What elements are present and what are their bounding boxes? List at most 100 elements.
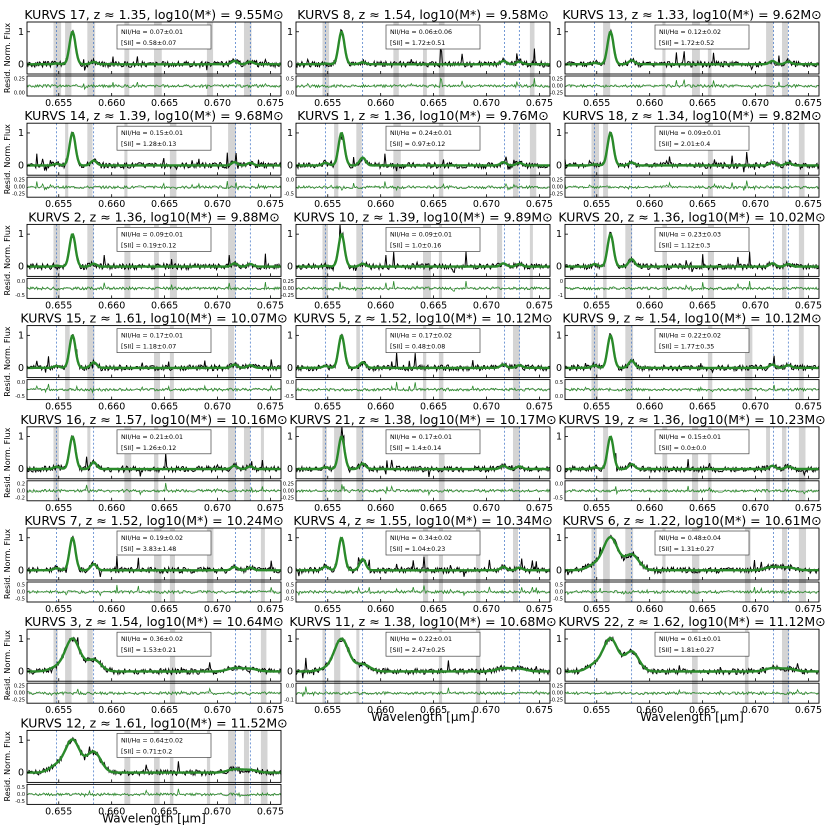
residual-axes: [295, 176, 551, 198]
x-tick-label: 0.655: [45, 98, 72, 109]
sky-mask-band: [662, 224, 668, 299]
model-fit-line: [565, 435, 819, 471]
sky-mask-band: [707, 325, 713, 400]
x-tick-label: 0.675: [257, 402, 284, 413]
sky-mask-band: [423, 224, 431, 299]
x-tick-label: 0.665: [151, 806, 178, 817]
spectrum-panel: KURVS 19, z ≈ 1.36, log10(M*) = 10.23M⊙ 0…: [553, 412, 825, 514]
sky-mask-band: [322, 224, 328, 299]
sky-mask-band: [438, 426, 445, 501]
sky-mask-band: [798, 528, 807, 602]
residual-axes: [564, 176, 820, 198]
x-tick-label: 0.655: [314, 98, 341, 109]
sky-mask-band: [707, 224, 714, 299]
x-tick-label: 0.675: [257, 705, 284, 716]
y-axis-label: Resid. Norm. Flux: [3, 731, 12, 801]
sky-mask-band: [692, 629, 698, 704]
main-axes: [295, 527, 551, 581]
y-tick-label: 1: [556, 533, 562, 544]
x-tick-label: 0.670: [742, 402, 769, 413]
panel-title: KURVS 8, z ≈ 1.54, log10(M*) = 9.58M⊙: [297, 7, 548, 22]
sky-mask-band: [53, 22, 62, 96]
residual-axes: [564, 379, 820, 401]
sky-mask-band: [781, 22, 789, 96]
sky-mask-band: [603, 528, 610, 602]
y-tick-label: 0: [18, 262, 24, 273]
residual-tick-label: 0.0: [17, 279, 25, 285]
spectrum-panel: KURVS 9, z ≈ 1.54, log10(M*) = 10.12M⊙ 0 1…: [555, 311, 822, 413]
y-tick-label: 1: [18, 634, 24, 645]
x-tick-label: 0.660: [367, 402, 394, 413]
spectrum-panel: KURVS 16, z ≈ 1.57, log10(M*) = 10.16M⊙ 0…: [3, 412, 288, 514]
x-tick-label: 0.670: [742, 705, 769, 716]
y-tick-label: 0: [287, 363, 293, 374]
x-tick-label: 0.670: [204, 300, 231, 311]
x-tick-label: 0.665: [151, 705, 178, 716]
sky-mask-band: [87, 22, 96, 96]
model-fit-line: [27, 637, 281, 673]
model-fit-line: [296, 536, 550, 572]
sky-mask-band: [512, 426, 520, 501]
line-ratio-box: [654, 227, 750, 252]
x-tick-label: 0.675: [526, 503, 553, 514]
sii-ratio: [SII] = 1.0±0.16: [390, 242, 441, 249]
sky-mask-band: [591, 528, 597, 602]
sky-mask-band: [662, 528, 666, 602]
sky-mask-band: [438, 123, 444, 198]
nii-ha-ratio: NII/Hα = 0.22±0.02: [659, 333, 721, 340]
y-tick-label: 1: [18, 432, 24, 443]
y-axis-label: Resid. Norm. Flux: [3, 326, 12, 396]
residual-axes: [564, 480, 820, 502]
y-tick-label: 1: [287, 229, 293, 240]
sii-ratio: [SII] = 0.97±0.12: [390, 141, 445, 148]
model-fit-line: [565, 131, 819, 167]
sii-ratio: [SII] = 3.83±1.48: [121, 546, 176, 553]
sky-mask-band: [124, 123, 128, 198]
x-tick-label: 0.660: [367, 199, 394, 210]
sky-mask-band: [781, 224, 787, 299]
panel-title: KURVS 6, z ≈ 1.22, log10(M*) = 10.61M⊙: [562, 513, 821, 528]
sky-mask-band: [423, 528, 429, 602]
sky-mask-band: [798, 325, 804, 400]
x-tick-label: 0.660: [367, 705, 394, 716]
panel-title: KURVS 7, z ≈ 1.52, log10(M*) = 10.24M⊙: [24, 513, 283, 528]
residual-tick-label: 0.5: [555, 380, 563, 386]
sky-mask-band: [766, 426, 770, 501]
x-axis-label: Wavelength [μm]: [640, 710, 744, 724]
sky-mask-band: [260, 730, 268, 805]
nii-ha-ratio: NII/Hα = 0.17±0.02: [390, 333, 452, 340]
nii-ha-ratio: NII/Hα = 0.15±0.01: [659, 434, 721, 441]
panel-title: KURVS 4, z ≈ 1.55, log10(M*) = 10.34M⊙: [293, 513, 552, 528]
x-tick-label: 0.675: [526, 705, 553, 716]
x-tick-label: 0.670: [742, 199, 769, 210]
spectrum-panel: KURVS 17, z ≈ 1.35, log10(M*) = 9.55M⊙ 0 1…: [3, 7, 284, 109]
residual-tick-label: 0.25: [14, 178, 25, 184]
sky-mask-band: [53, 426, 59, 501]
x-tick-label: 0.655: [583, 402, 610, 413]
x-tick-label: 0.660: [636, 199, 663, 210]
line-ratio-box: [654, 328, 750, 353]
sky-mask-band: [744, 629, 749, 704]
sky-mask-band: [124, 22, 130, 96]
residual-axes: [564, 277, 820, 299]
residual-line: [295, 381, 551, 392]
sii-ratio: [SII] = 1.77±0.35: [659, 344, 714, 351]
sky-mask-band: [169, 123, 177, 198]
y-tick-label: 0: [287, 464, 293, 475]
y-tick-label: 1: [287, 432, 293, 443]
y-tick-label: 1: [18, 27, 24, 38]
sky-mask-band: [781, 528, 788, 602]
model-fit-line: [27, 435, 281, 471]
spectrum-panel: KURVS 6, z ≈ 1.22, log10(M*) = 10.61M⊙ 0 1…: [553, 513, 822, 615]
nii-ha-ratio: NII/Hα = 0.21±0.01: [121, 434, 183, 441]
residual-line: [26, 687, 282, 697]
panel-title: KURVS 3, z ≈ 1.54, log10(M*) = 10.64M⊙: [24, 614, 283, 629]
panel-title: KURVS 15, z ≈ 1.61, log10(M*) = 10.07M⊙: [20, 311, 287, 326]
y-tick-label: 1: [18, 128, 24, 139]
x-tick-label: 0.675: [257, 604, 284, 615]
main-axes: [26, 223, 282, 277]
sii-ratio: [SII] = 0.19±0.12: [121, 242, 176, 249]
nii-ha-ratio: NII/Hα = 0.64±0.02: [121, 737, 183, 744]
line-ratio-box: [385, 429, 481, 455]
residual-axes: [26, 176, 282, 198]
